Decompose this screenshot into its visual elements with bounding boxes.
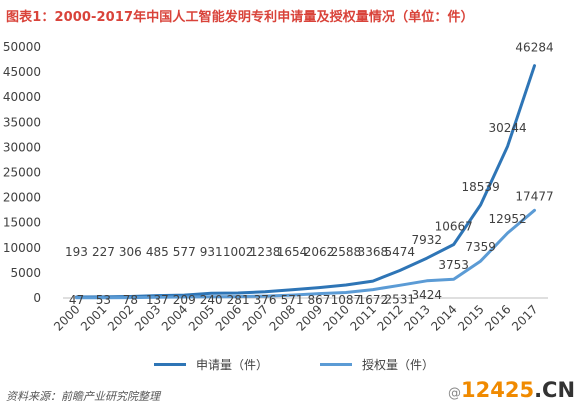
legend-item-applications: 申请量（件） [154,356,268,373]
watermark-number: 12425 [461,378,535,402]
series-line-0 [75,64,536,299]
data-label-grants: 137 [146,293,169,307]
x-tick-label: 2015 [455,302,486,333]
data-label-grants: 78 [123,293,138,307]
data-label-applications: 10667 [435,219,473,233]
y-tick-label: 25000 [3,166,41,180]
legend-item-grants: 授权量（件） [320,356,434,373]
data-label-grants: 12952 [488,212,526,226]
data-label-grants: 3424 [411,288,442,302]
data-label-grants: 47 [69,293,84,307]
x-tick-label: 2017 [509,302,540,333]
data-label-grants: 571 [281,293,304,307]
chart-title: 图表1：2000-2017年中国人工智能发明专利申请量及授权量情况（单位：件） [6,10,474,25]
data-label-grants: 1087 [331,293,362,307]
data-label-grants: 3753 [438,258,469,272]
legend-swatch-grants [320,363,352,366]
data-label-grants: 2531 [385,292,416,306]
y-tick-label: 0 [33,291,41,305]
data-label-applications: 1002 [223,245,254,259]
watermark-logo: @12425.CN [448,378,574,402]
data-label-applications: 46284 [515,41,553,55]
y-tick-label: 15000 [3,216,41,230]
data-label-grants: 209 [173,293,196,307]
data-label-applications: 485 [146,245,169,259]
data-label-grants: 376 [254,293,277,307]
y-tick-label: 5000 [10,266,41,280]
data-label-applications: 1238 [250,245,281,259]
source-note: 资料来源：前瞻产业研究院整理 [6,390,160,403]
series-line-1 [75,208,536,300]
y-tick-label: 45000 [3,65,41,79]
data-label-applications: 5474 [385,245,416,259]
data-label-applications: 931 [200,245,223,259]
y-tick-label: 40000 [3,90,41,104]
y-tick-label: 10000 [3,241,41,255]
data-label-applications: 7932 [411,233,442,247]
x-tick-label: 2013 [401,302,432,333]
data-label-applications: 1654 [277,245,308,259]
data-label-grants: 1672 [358,293,389,307]
data-label-applications: 2062 [304,245,335,259]
legend-swatch-applications [154,363,186,366]
data-label-applications: 577 [173,245,196,259]
legend-label-grants: 授权量（件） [362,358,435,372]
data-label-grants: 17477 [515,189,553,203]
data-label-grants: 240 [200,293,223,307]
y-tick-label: 30000 [3,140,41,154]
y-tick-label: 35000 [3,115,41,129]
y-tick-label: 50000 [3,40,41,54]
watermark-at: @ [448,386,461,401]
y-tick-label: 20000 [3,191,41,205]
x-tick-label: 2016 [482,302,513,333]
data-label-applications: 306 [119,245,142,259]
data-label-grants: 281 [227,293,250,307]
data-label-grants: 7359 [465,240,496,254]
data-label-applications: 193 [65,245,88,259]
data-label-applications: 18539 [462,180,500,194]
data-label-grants: 867 [308,293,331,307]
data-label-grants: 53 [96,293,111,307]
x-tick-label: 2014 [428,302,459,333]
data-label-applications: 30244 [488,121,526,135]
data-label-applications: 227 [92,245,115,259]
watermark-tld: .CN [534,378,574,402]
data-label-applications: 2588 [331,245,362,259]
legend-label-applications: 申请量（件） [196,358,269,372]
data-label-applications: 3368 [358,245,389,259]
